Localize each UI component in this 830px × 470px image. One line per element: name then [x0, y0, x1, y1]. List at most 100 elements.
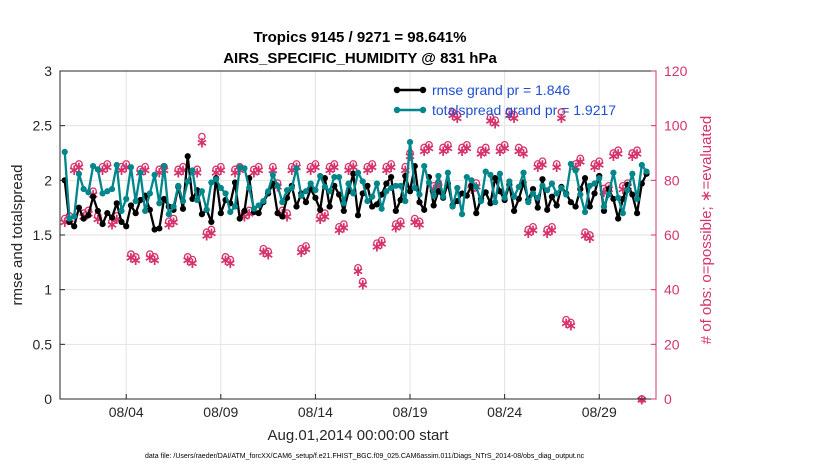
obs-evaluated-marker: ∗ — [408, 213, 421, 231]
legend-spread-label: totalspread grand pr = 1.9217 — [432, 102, 616, 118]
totalspread-point — [643, 168, 650, 175]
rmse-point — [510, 207, 518, 215]
obs-evaluated-marker: ∗ — [418, 142, 431, 160]
totalspread-point — [548, 180, 556, 187]
obs-possible-marker — [500, 140, 509, 149]
totalspread-point — [321, 183, 328, 190]
y-tick-label-left: 1.5 — [33, 227, 53, 243]
obs-evaluated-marker: ∗ — [129, 251, 142, 269]
totalspread-point — [194, 196, 201, 204]
totalspread-point — [108, 185, 116, 193]
obs-possible-marker — [216, 162, 225, 171]
rmse-point — [94, 207, 101, 215]
totalspread-point — [123, 195, 130, 203]
obs-possible-marker — [311, 160, 320, 168]
obs-evaluated-marker: ∗ — [186, 254, 199, 272]
rmse-point — [629, 191, 636, 198]
obs-evaluated-marker: ∗ — [252, 161, 265, 179]
totalspread-point — [236, 164, 243, 171]
totalspread-point — [364, 198, 371, 205]
totalspread-point — [302, 188, 310, 195]
totalspread-point — [421, 163, 428, 170]
obs-evaluated-marker: ∗ — [583, 229, 596, 247]
obs-evaluated-marker: ∗ — [333, 221, 346, 239]
obs-evaluated-marker: ∗ — [479, 142, 492, 160]
totalspread-point — [444, 169, 451, 176]
totalspread-point — [638, 161, 645, 169]
rmse-point — [492, 175, 499, 182]
obs-evaluated-marker: ∗ — [413, 216, 426, 234]
obs-evaluated-marker: ∗ — [262, 246, 275, 264]
y-tick-label-left: 2.5 — [33, 118, 53, 134]
y-axis-label-left: rmse and totalspread — [9, 165, 26, 306]
obs-evaluated-marker: ∗ — [588, 158, 601, 176]
rmse-point — [430, 202, 437, 209]
obs-evaluated-marker: ∗ — [446, 106, 459, 124]
totalspread-point — [132, 198, 139, 205]
obs-evaluated-marker: ∗ — [631, 145, 644, 163]
obs-possible-marker — [358, 277, 367, 286]
totalspread-point — [619, 210, 626, 217]
obs-evaluated-marker: ∗ — [484, 112, 497, 130]
y-tick-label-right: 0 — [664, 391, 672, 407]
obs-evaluated-marker: ∗ — [522, 224, 535, 242]
rmse-point — [241, 207, 248, 215]
totalspread-point — [496, 170, 504, 177]
rmse-point — [539, 176, 546, 183]
y-tick-label-right: 80 — [664, 172, 680, 188]
obs-possible-marker — [453, 110, 462, 119]
rmse-point — [255, 210, 262, 217]
totalspread-point — [208, 179, 215, 186]
rmse-point — [85, 212, 92, 219]
totalspread-point — [577, 191, 584, 198]
rmse-point — [397, 196, 404, 204]
obs-possible-marker — [377, 236, 386, 245]
obs-possible-marker — [122, 160, 131, 168]
obs-evaluated-marker: ∗ — [371, 237, 384, 255]
rmse-point — [151, 226, 158, 233]
obs-possible-marker — [614, 146, 623, 155]
rmse-point — [369, 203, 376, 210]
obs-possible-marker — [387, 160, 395, 168]
obs-evaluated-marker: ∗ — [442, 139, 455, 157]
totalspread-point — [506, 178, 513, 185]
obs-possible-marker — [595, 157, 604, 166]
rmse-point — [473, 210, 480, 217]
obs-evaluated-marker: ∗ — [167, 213, 180, 231]
totalspread-point — [331, 173, 338, 181]
rmse-point — [75, 204, 83, 211]
obs-evaluated-marker: ∗ — [546, 221, 559, 239]
totalspread-point — [104, 188, 111, 195]
rmse-point — [487, 200, 494, 207]
totalspread-point — [198, 188, 206, 195]
totalspread-point — [326, 188, 333, 195]
rmse-point — [71, 223, 78, 230]
totalspread-point — [397, 182, 404, 189]
obs-evaluated-marker: ∗ — [125, 248, 138, 266]
series-layer: ∗∗∗∗∗∗∗∗∗∗∗∗∗∗∗∗∗∗∗∗∗∗∗∗∗∗∗∗∗∗∗∗∗∗∗∗∗∗∗∗… — [58, 106, 650, 409]
obs-evaluated-marker: ∗ — [309, 158, 322, 176]
obs-evaluated-marker: ∗ — [626, 147, 639, 165]
x-tick-label: 08/29 — [582, 404, 617, 420]
obs-evaluated-marker: ∗ — [328, 158, 341, 176]
obs-possible-marker — [302, 242, 310, 250]
totalspread-point — [255, 202, 262, 209]
rmse-point — [600, 207, 608, 215]
obs-evaluated-marker: ∗ — [352, 262, 365, 280]
rmse-point — [132, 210, 139, 217]
obs-evaluated-marker: ∗ — [257, 243, 270, 261]
totalspread-point — [335, 173, 343, 181]
obs-possible-marker — [519, 146, 528, 155]
obs-evaluated-marker: ∗ — [451, 109, 464, 127]
obs-possible-marker — [269, 162, 277, 171]
obs-evaluated-marker: ∗ — [461, 139, 474, 157]
y-tick-label-left: 0.5 — [33, 336, 53, 352]
totalspread-point — [179, 198, 187, 205]
obs-evaluated-marker: ∗ — [144, 248, 157, 266]
rmse-point — [302, 199, 310, 206]
totalspread-point — [283, 187, 291, 194]
obs-possible-marker — [330, 160, 339, 168]
obs-evaluated-marker: ∗ — [508, 109, 521, 127]
rmse-point — [548, 193, 556, 200]
rmse-point — [335, 191, 343, 198]
